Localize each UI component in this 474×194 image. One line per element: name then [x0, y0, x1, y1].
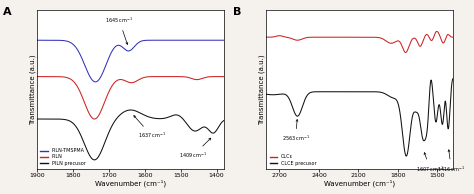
Text: 1607 cm$^{-1}$: 1607 cm$^{-1}$ — [416, 153, 444, 174]
Text: B: B — [233, 7, 241, 17]
Text: 1409 cm$^{-1}$: 1409 cm$^{-1}$ — [179, 138, 211, 160]
Text: 1416 cm$^{-1}$: 1416 cm$^{-1}$ — [437, 150, 465, 174]
Legend: CLCε, CLCE precusor: CLCε, CLCE precusor — [269, 153, 318, 167]
Text: 2563 cm$^{-1}$: 2563 cm$^{-1}$ — [282, 120, 310, 143]
Y-axis label: Transmittance (a.u.): Transmittance (a.u.) — [29, 54, 36, 125]
Text: 1637 cm$^{-1}$: 1637 cm$^{-1}$ — [134, 116, 166, 140]
Y-axis label: Transmittance (a.u.): Transmittance (a.u.) — [258, 54, 265, 125]
Text: 1645 cm$^{-1}$: 1645 cm$^{-1}$ — [105, 16, 133, 44]
X-axis label: Wavenumber (cm⁻¹): Wavenumber (cm⁻¹) — [324, 180, 395, 187]
Text: A: A — [3, 7, 12, 17]
X-axis label: Wavenumber (cm⁻¹): Wavenumber (cm⁻¹) — [95, 180, 166, 187]
Legend: PILN-TMSPMA, PILN, PILN precusor: PILN-TMSPMA, PILN, PILN precusor — [39, 147, 86, 167]
